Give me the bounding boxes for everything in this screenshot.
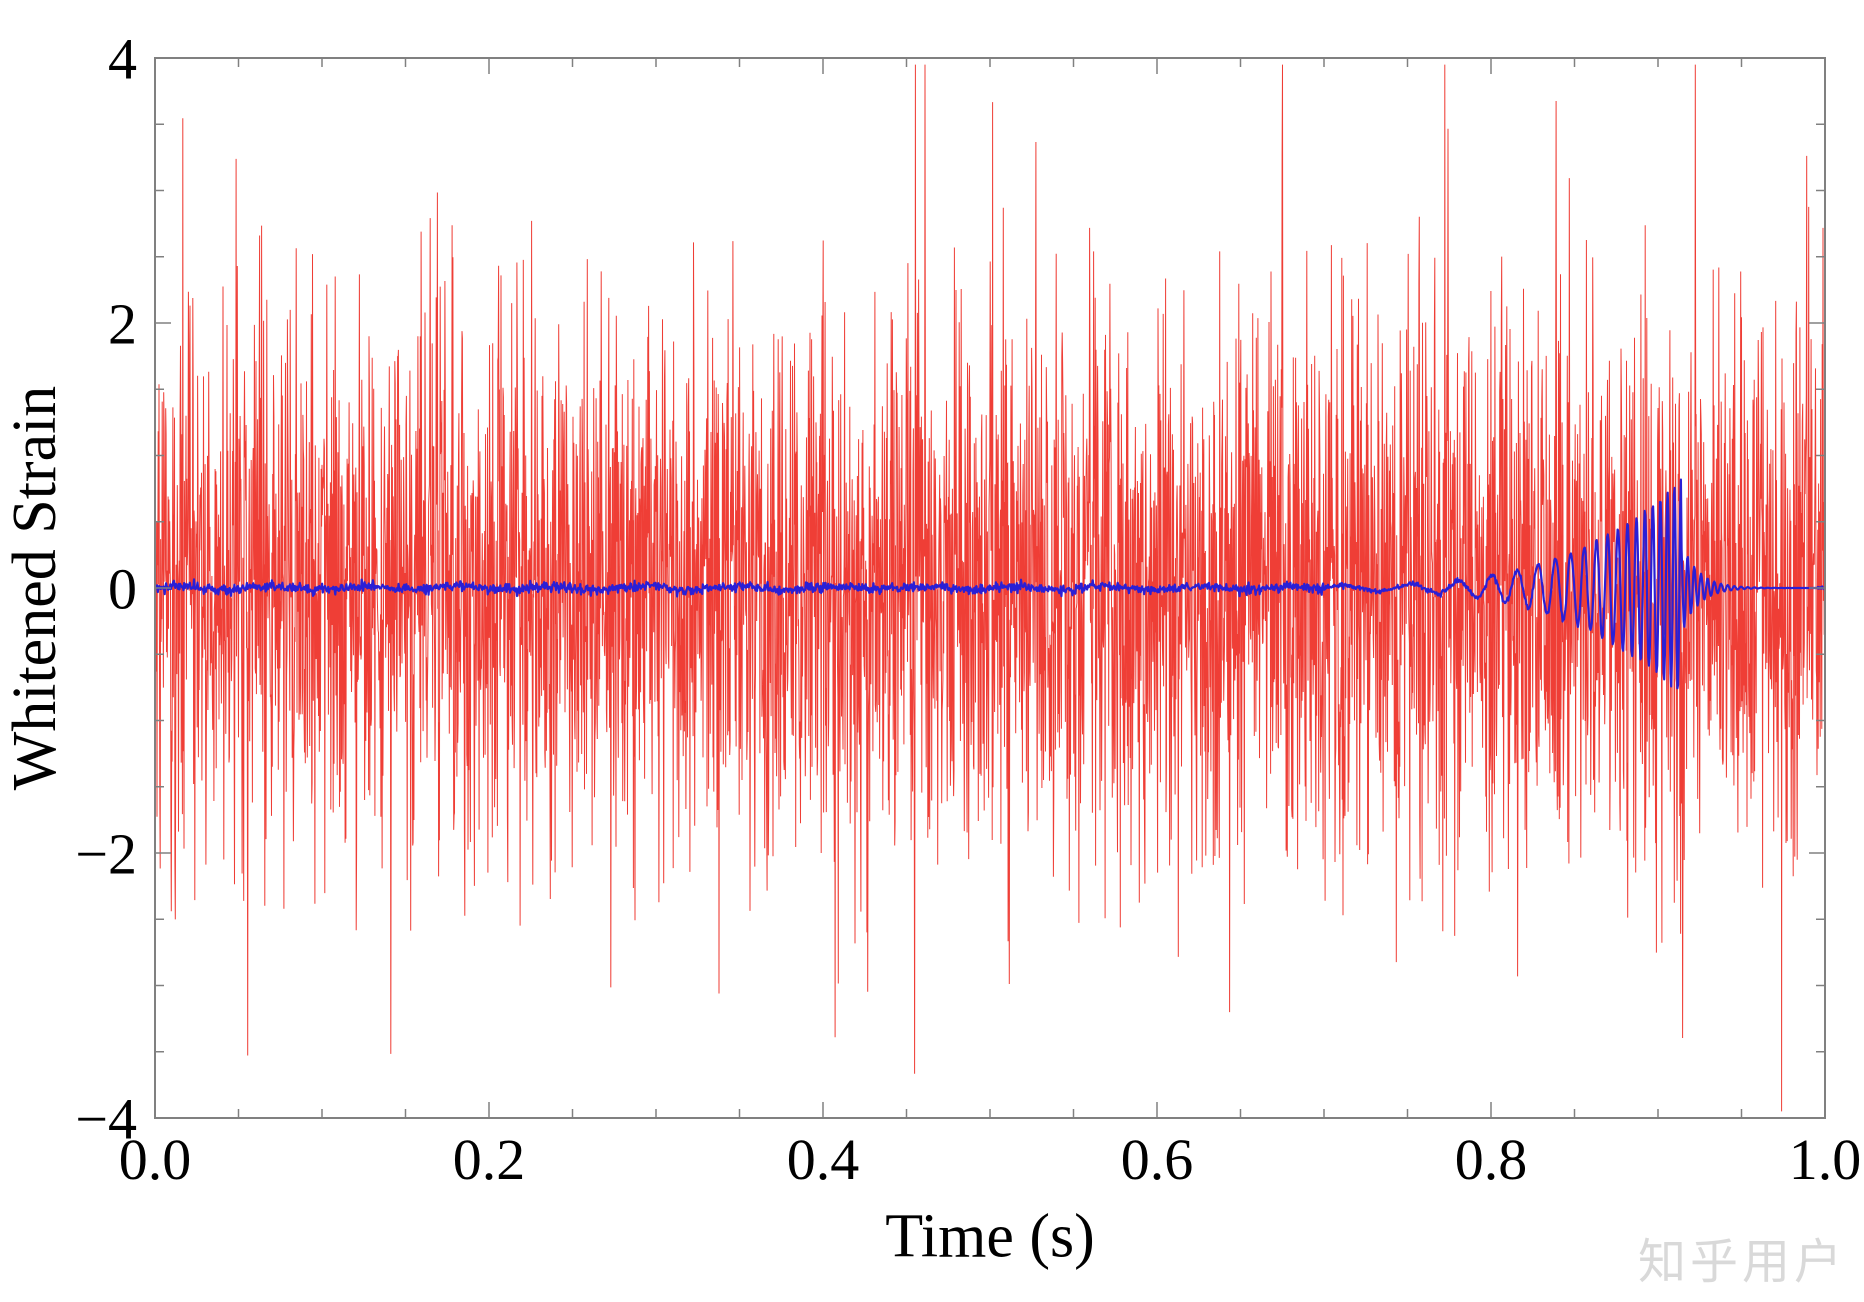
x-tick-label: 0.6 xyxy=(1121,1127,1194,1192)
y-tick-label: 2 xyxy=(108,291,137,356)
y-tick-label: 4 xyxy=(108,26,137,91)
x-tick-label: 0.2 xyxy=(453,1127,526,1192)
x-tick-label: 1.0 xyxy=(1789,1127,1862,1192)
x-tick-label: 0.4 xyxy=(787,1127,860,1192)
y-axis-label: Whitened Strain xyxy=(1,386,69,791)
chart-root: 0.00.20.40.60.81.0−4−2024Time (s)Whitene… xyxy=(0,0,1864,1302)
x-tick-label: 0.8 xyxy=(1455,1127,1528,1192)
y-tick-label: −4 xyxy=(75,1086,137,1151)
x-axis-label: Time (s) xyxy=(885,1202,1095,1270)
watermark-text: 知乎用户 xyxy=(1638,1222,1846,1292)
y-tick-label: −2 xyxy=(75,821,137,886)
y-tick-label: 0 xyxy=(108,556,137,621)
